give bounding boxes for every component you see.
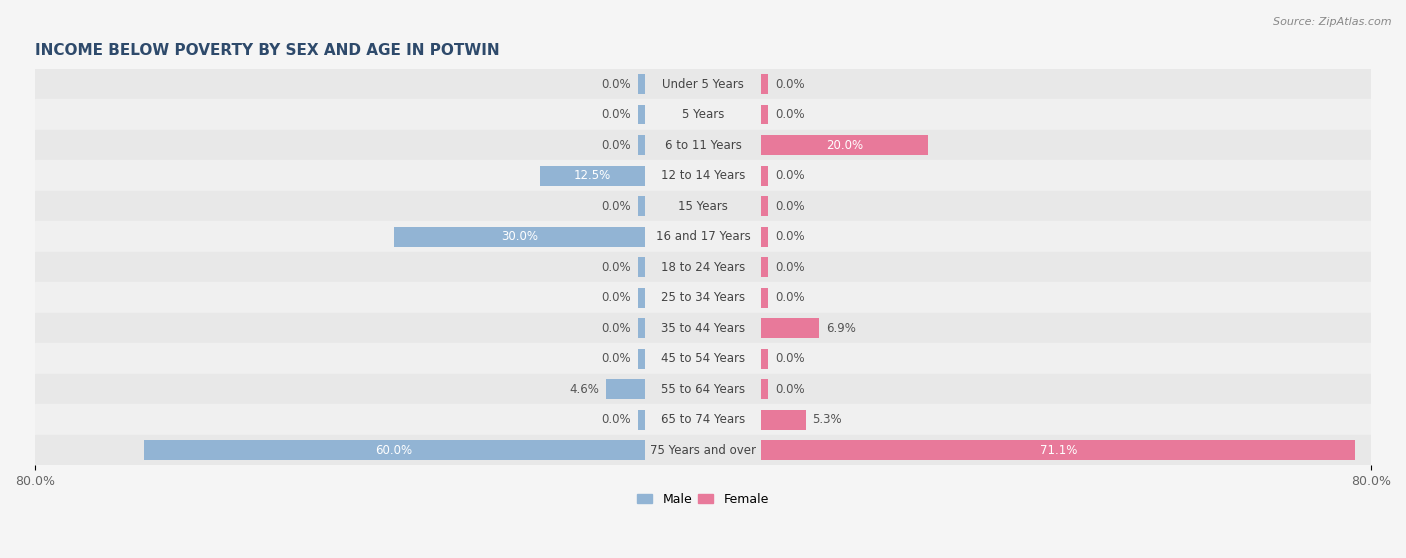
Text: 60.0%: 60.0% <box>375 444 412 457</box>
Bar <box>35 343 1371 374</box>
Text: Source: ZipAtlas.com: Source: ZipAtlas.com <box>1274 17 1392 27</box>
Bar <box>638 410 644 430</box>
Text: 0.0%: 0.0% <box>602 200 631 213</box>
Bar <box>35 313 1371 343</box>
Bar <box>638 349 644 369</box>
Bar <box>540 166 644 185</box>
Text: 20.0%: 20.0% <box>827 138 863 152</box>
Text: 0.0%: 0.0% <box>775 291 804 304</box>
Text: 55 to 64 Years: 55 to 64 Years <box>661 383 745 396</box>
Text: 0.0%: 0.0% <box>775 383 804 396</box>
Text: 0.0%: 0.0% <box>602 291 631 304</box>
Text: 18 to 24 Years: 18 to 24 Years <box>661 261 745 273</box>
Text: 5.3%: 5.3% <box>813 413 842 426</box>
Text: 0.0%: 0.0% <box>775 169 804 182</box>
Text: 45 to 54 Years: 45 to 54 Years <box>661 352 745 365</box>
Bar <box>638 196 644 216</box>
Bar <box>35 191 1371 222</box>
Bar <box>762 196 768 216</box>
Bar <box>35 69 1371 99</box>
Text: 0.0%: 0.0% <box>775 352 804 365</box>
Bar <box>762 440 1355 460</box>
Text: 75 Years and over: 75 Years and over <box>650 444 756 457</box>
Bar <box>638 288 644 307</box>
Bar <box>762 227 768 247</box>
Bar <box>762 105 768 124</box>
Text: 0.0%: 0.0% <box>602 413 631 426</box>
Bar <box>762 74 768 94</box>
Text: 12.5%: 12.5% <box>574 169 612 182</box>
Bar <box>35 405 1371 435</box>
Bar <box>35 130 1371 160</box>
Bar <box>762 288 768 307</box>
Text: 12 to 14 Years: 12 to 14 Years <box>661 169 745 182</box>
Text: 65 to 74 Years: 65 to 74 Years <box>661 413 745 426</box>
Text: 0.0%: 0.0% <box>775 230 804 243</box>
Bar <box>762 135 928 155</box>
Text: 0.0%: 0.0% <box>775 200 804 213</box>
Text: 0.0%: 0.0% <box>775 108 804 121</box>
Bar <box>35 222 1371 252</box>
Bar <box>638 74 644 94</box>
Text: 5 Years: 5 Years <box>682 108 724 121</box>
Bar <box>35 160 1371 191</box>
Bar <box>762 318 820 338</box>
Bar <box>762 166 768 185</box>
Text: 35 to 44 Years: 35 to 44 Years <box>661 321 745 335</box>
Bar <box>35 374 1371 405</box>
Text: 6.9%: 6.9% <box>825 321 856 335</box>
Text: 0.0%: 0.0% <box>602 321 631 335</box>
Text: 16 and 17 Years: 16 and 17 Years <box>655 230 751 243</box>
Bar <box>762 257 768 277</box>
Bar <box>143 440 644 460</box>
Legend: Male, Female: Male, Female <box>633 488 773 511</box>
Bar <box>638 318 644 338</box>
Text: 0.0%: 0.0% <box>602 138 631 152</box>
Bar <box>606 379 644 399</box>
Text: 15 Years: 15 Years <box>678 200 728 213</box>
Bar <box>638 135 644 155</box>
Bar <box>762 349 768 369</box>
Text: INCOME BELOW POVERTY BY SEX AND AGE IN POTWIN: INCOME BELOW POVERTY BY SEX AND AGE IN P… <box>35 43 499 58</box>
Text: 0.0%: 0.0% <box>602 352 631 365</box>
Text: 4.6%: 4.6% <box>569 383 599 396</box>
Bar <box>35 252 1371 282</box>
Text: 6 to 11 Years: 6 to 11 Years <box>665 138 741 152</box>
Bar <box>638 105 644 124</box>
Text: 71.1%: 71.1% <box>1039 444 1077 457</box>
Text: 0.0%: 0.0% <box>775 261 804 273</box>
Bar <box>762 410 806 430</box>
Bar <box>35 99 1371 130</box>
Bar <box>762 379 768 399</box>
Text: 0.0%: 0.0% <box>775 78 804 90</box>
Bar <box>638 257 644 277</box>
Text: 0.0%: 0.0% <box>602 108 631 121</box>
Text: 0.0%: 0.0% <box>602 261 631 273</box>
Text: 25 to 34 Years: 25 to 34 Years <box>661 291 745 304</box>
Bar <box>394 227 644 247</box>
Text: Under 5 Years: Under 5 Years <box>662 78 744 90</box>
Bar <box>35 282 1371 313</box>
Text: 30.0%: 30.0% <box>501 230 538 243</box>
Bar <box>35 435 1371 465</box>
Text: 0.0%: 0.0% <box>602 78 631 90</box>
